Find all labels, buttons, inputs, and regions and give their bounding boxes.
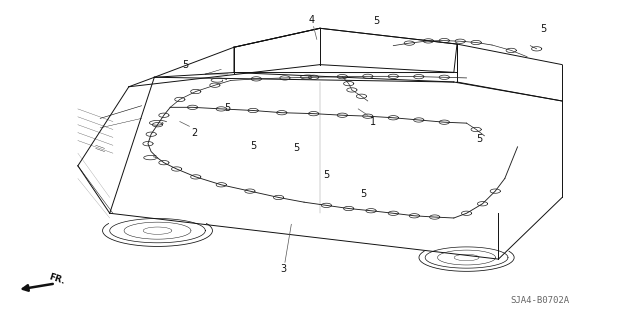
Text: 5: 5 (323, 170, 330, 180)
Text: 5: 5 (476, 134, 483, 144)
Text: 4: 4 (308, 15, 315, 25)
Text: 5: 5 (540, 24, 546, 34)
Text: SJA4-B0702A: SJA4-B0702A (510, 296, 570, 305)
Text: 5: 5 (182, 60, 188, 70)
Text: 3: 3 (280, 264, 286, 274)
Text: 2: 2 (191, 128, 198, 138)
Text: 1: 1 (370, 117, 376, 127)
Text: 5: 5 (293, 144, 300, 153)
Text: 5: 5 (360, 189, 367, 199)
Text: 5: 5 (250, 141, 256, 151)
Text: 5: 5 (225, 103, 231, 113)
Text: FR.: FR. (47, 272, 66, 286)
Text: 5: 5 (373, 16, 380, 26)
